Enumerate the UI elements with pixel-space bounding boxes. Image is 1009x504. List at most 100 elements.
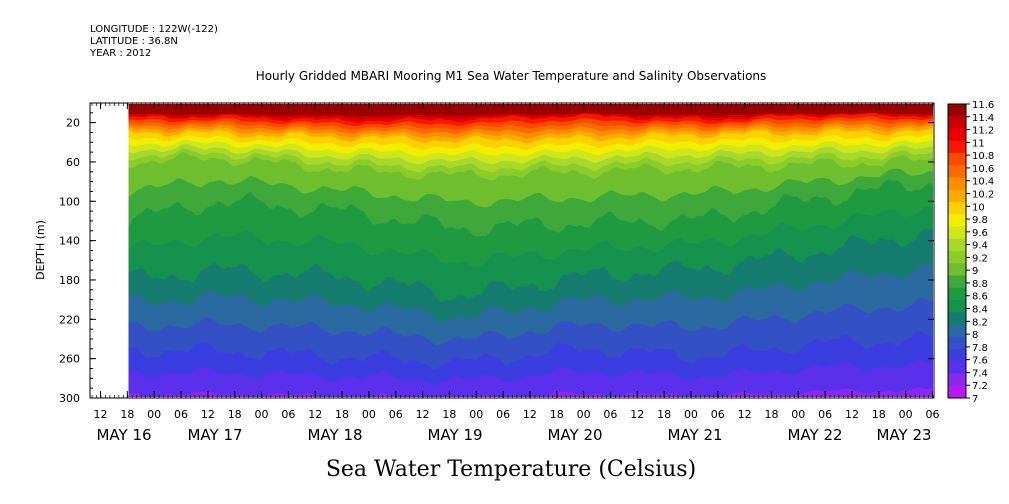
colorbar-swatch <box>948 153 966 166</box>
colorbar-label: 7 <box>972 394 978 405</box>
x-day-label: MAY 17 <box>187 426 242 444</box>
colorbar-label: 10.2 <box>972 189 994 200</box>
colorbar-label: 7.6 <box>972 356 988 367</box>
x-hour-label: 06 <box>389 408 403 421</box>
longitude-label: LONGITUDE : 122W(-122) <box>90 24 218 35</box>
colorbar-swatch <box>948 300 966 313</box>
colorbar-label: 11.4 <box>972 113 994 124</box>
y-tick-label: 220 <box>59 313 80 326</box>
colorbar-swatch <box>948 373 966 387</box>
colorbar-swatch <box>948 263 966 276</box>
colorbar-label: 9.6 <box>972 228 988 239</box>
x-day-label: MAY 21 <box>667 426 722 444</box>
x-hour-label: 18 <box>550 408 564 421</box>
x-hour-label: 06 <box>926 408 940 421</box>
colorbar-swatch <box>948 116 966 129</box>
x-hour-label: 00 <box>147 408 161 421</box>
x-hour-label: 18 <box>764 408 778 421</box>
x-hour-label: 00 <box>899 408 913 421</box>
colorbar-swatch <box>948 275 966 289</box>
year-label: YEAR : 2012 <box>90 48 152 59</box>
y-tick-label: 180 <box>59 274 80 287</box>
y-axis-label: DEPTH (m) <box>34 220 47 280</box>
x-hour-label: 12 <box>523 408 537 421</box>
colorbar-label: 7.8 <box>972 343 988 354</box>
x-day-label: MAY 20 <box>547 426 602 444</box>
x-hour-label: 12 <box>308 408 322 421</box>
x-hour-label: 18 <box>872 408 886 421</box>
colorbar-label: 9.8 <box>972 215 988 226</box>
colorbar-swatch <box>948 214 966 227</box>
x-day-label: MAY 16 <box>96 426 151 444</box>
colorbar-label: 11 <box>972 138 985 149</box>
x-hour-label: 06 <box>603 408 617 421</box>
x-hour-label: 18 <box>657 408 671 421</box>
y-tick-label: 100 <box>59 195 80 208</box>
colorbar-label: 9.2 <box>972 253 988 264</box>
colorbar-label: 8.8 <box>972 279 988 290</box>
colorbar-frame <box>947 103 967 399</box>
colorbar-label: 9.4 <box>972 241 988 252</box>
colorbar-title: Sea Water Temperature (Celsius) <box>326 457 696 482</box>
x-hour-label: 18 <box>442 408 456 421</box>
y-tick-label: 140 <box>59 235 80 248</box>
no-data-region <box>91 104 128 397</box>
x-hour-label: 00 <box>255 408 269 421</box>
heatmap-band-11.4 <box>128 104 933 117</box>
x-hour-label: 18 <box>120 408 134 421</box>
latitude-label: LATITUDE : 36.8N <box>90 36 178 47</box>
colorbar-swatch <box>948 336 966 350</box>
colorbar-swatch <box>948 104 966 117</box>
colorbar-label: 10.8 <box>972 151 994 162</box>
x-hour-label: 12 <box>201 408 215 421</box>
x-hour-label: 18 <box>335 408 349 421</box>
x-hour-label: 18 <box>228 408 242 421</box>
x-hour-label: 06 <box>711 408 725 421</box>
colorbar-swatch <box>948 128 966 142</box>
x-hour-label: 12 <box>845 408 859 421</box>
x-day-label: MAY 23 <box>876 426 931 444</box>
colorbar-label: 8.6 <box>972 292 988 303</box>
x-hour-label: 12 <box>416 408 430 421</box>
colorbar-swatch <box>948 226 966 240</box>
colorbar-swatch <box>948 324 966 338</box>
colorbar-swatch <box>948 165 966 178</box>
colorbar-swatch <box>948 385 966 399</box>
x-hour-label: 00 <box>469 408 483 421</box>
colorbar-label: 10.4 <box>972 177 994 188</box>
colorbar-swatch <box>948 361 966 374</box>
x-day-label: MAY 19 <box>427 426 482 444</box>
x-hour-label: 06 <box>174 408 188 421</box>
colorbar-label: 10.6 <box>972 164 994 175</box>
colorbar-swatch <box>948 238 966 252</box>
colorbar-swatch <box>948 202 966 215</box>
y-tick-label: 260 <box>59 353 80 366</box>
x-hour-label: 00 <box>362 408 376 421</box>
colorbar-swatch <box>948 177 966 191</box>
y-tick-label: 20 <box>66 117 80 130</box>
colorbar-swatch <box>948 140 966 154</box>
colorbar-label: 8 <box>972 330 978 341</box>
x-hour-label: 06 <box>281 408 295 421</box>
colorbar-label: 8.2 <box>972 317 988 328</box>
colorbar-label: 10 <box>972 202 985 213</box>
colorbar-label: 11.2 <box>972 126 994 137</box>
x-hour-label: 12 <box>630 408 644 421</box>
x-hour-label: 00 <box>791 408 805 421</box>
colorbar-swatch <box>948 287 966 301</box>
x-hour-label: 06 <box>818 408 832 421</box>
y-tick-label: 60 <box>66 156 80 169</box>
colorbar-label: 11.6 <box>972 100 994 111</box>
colorbar-swatch <box>948 251 966 264</box>
x-day-label: MAY 22 <box>787 426 842 444</box>
x-hour-label: 00 <box>684 408 698 421</box>
colorbar-label: 7.4 <box>972 368 988 379</box>
x-hour-label: 12 <box>738 408 752 421</box>
x-hour-label: 12 <box>94 408 108 421</box>
y-tick-label: 300 <box>59 392 80 405</box>
x-hour-label: 00 <box>577 408 591 421</box>
colorbar-label: 8.4 <box>972 305 988 316</box>
colorbar-swatch <box>948 349 966 362</box>
colorbar-label: 7.2 <box>972 381 988 392</box>
